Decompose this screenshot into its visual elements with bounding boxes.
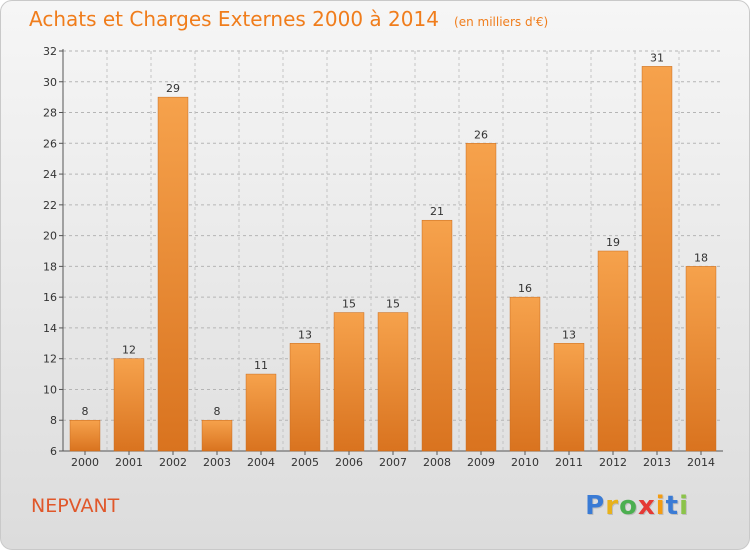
x-tick-label: 2007: [379, 456, 407, 469]
bar-2001: [113, 358, 145, 452]
x-tick-label: 2006: [335, 456, 363, 469]
y-tick-label: 30: [43, 76, 57, 89]
data-label: 15: [342, 298, 356, 311]
labels: 8 12 29 8 11 13 15 15 21 26 16 13 19 31 18: [82, 51, 709, 418]
x-tick-label: 2008: [423, 456, 451, 469]
chart-title: Achats et Charges Externes 2000 à 2014: [29, 7, 439, 31]
bar-2002: [157, 96, 189, 452]
bar-2004: [245, 373, 277, 452]
y-tick-label: 16: [43, 291, 57, 304]
x-tick-label: 2005: [291, 456, 319, 469]
axes: 6 8 10 12 14 16 18 20 22 24 26 28 30 32 2000 2001 2002 20…: [43, 45, 723, 469]
x-tick-label: 2001: [115, 456, 143, 469]
logo-letter: P: [585, 491, 606, 521]
x-tick-label: 2002: [159, 456, 187, 469]
y-tick-label: 18: [43, 260, 57, 273]
bar-2006: [333, 312, 365, 452]
y-tick-label: 28: [43, 107, 57, 120]
logo-letter: i: [655, 491, 666, 521]
y-tick-label: 12: [43, 353, 57, 366]
commune-name: NEPVANT: [31, 495, 120, 517]
data-label: 31: [650, 51, 664, 64]
bar-2014: [685, 266, 717, 452]
x-tick-label: 2003: [203, 456, 231, 469]
data-label: 8: [82, 405, 89, 418]
logo-letter: r: [605, 491, 620, 521]
y-tick-label: 8: [50, 414, 57, 427]
bar-2008: [421, 219, 453, 452]
y-tick-label: 22: [43, 199, 57, 212]
y-tick-label: 26: [43, 137, 57, 150]
bar-2011: [553, 343, 585, 452]
data-label: 13: [562, 328, 576, 341]
x-tick-label: 2014: [687, 456, 715, 469]
logo-letter: t: [665, 491, 680, 521]
y-tick-label: 32: [43, 45, 57, 58]
data-label: 26: [474, 128, 488, 141]
y-tick-label: 14: [43, 322, 57, 335]
bar-2012: [597, 250, 629, 452]
bar-2003: [201, 419, 233, 452]
proxiti-logo[interactable]: Proxiti: [585, 491, 689, 521]
bars: [69, 66, 717, 452]
x-tick-label: 2013: [643, 456, 671, 469]
x-tick-label: 2012: [599, 456, 627, 469]
data-label: 16: [518, 282, 532, 295]
data-label: 13: [298, 328, 312, 341]
title-row: Achats et Charges Externes 2000 à 2014 (…: [29, 7, 548, 31]
bar-2000: [69, 419, 101, 452]
bar-2005: [289, 343, 321, 452]
y-tick-label: 6: [50, 445, 57, 458]
y-tick-label: 10: [43, 383, 57, 396]
bar-2013: [641, 66, 673, 452]
data-label: 21: [430, 205, 444, 218]
bar-2007: [377, 312, 409, 452]
data-label: 8: [214, 405, 221, 418]
bar-2010: [509, 296, 541, 452]
x-tick-label: 2004: [247, 456, 275, 469]
y-tick-label: 20: [43, 230, 57, 243]
data-label: 12: [122, 344, 136, 357]
x-tick-label: 2009: [467, 456, 495, 469]
chart-unit: (en milliers d'€): [454, 15, 549, 29]
x-tick-label: 2011: [555, 456, 583, 469]
data-label: 11: [254, 359, 268, 372]
x-tick-label: 2000: [71, 456, 99, 469]
x-tick-label: 2010: [511, 456, 539, 469]
logo-letter: o: [619, 491, 638, 521]
data-label: 19: [606, 236, 620, 249]
y-tick-label: 24: [43, 168, 57, 181]
logo-letter: i: [679, 491, 689, 521]
data-label: 29: [166, 82, 180, 95]
logo-letter: x: [637, 491, 656, 521]
data-label: 15: [386, 298, 400, 311]
bar-2009: [465, 143, 497, 452]
data-label: 18: [694, 251, 708, 264]
